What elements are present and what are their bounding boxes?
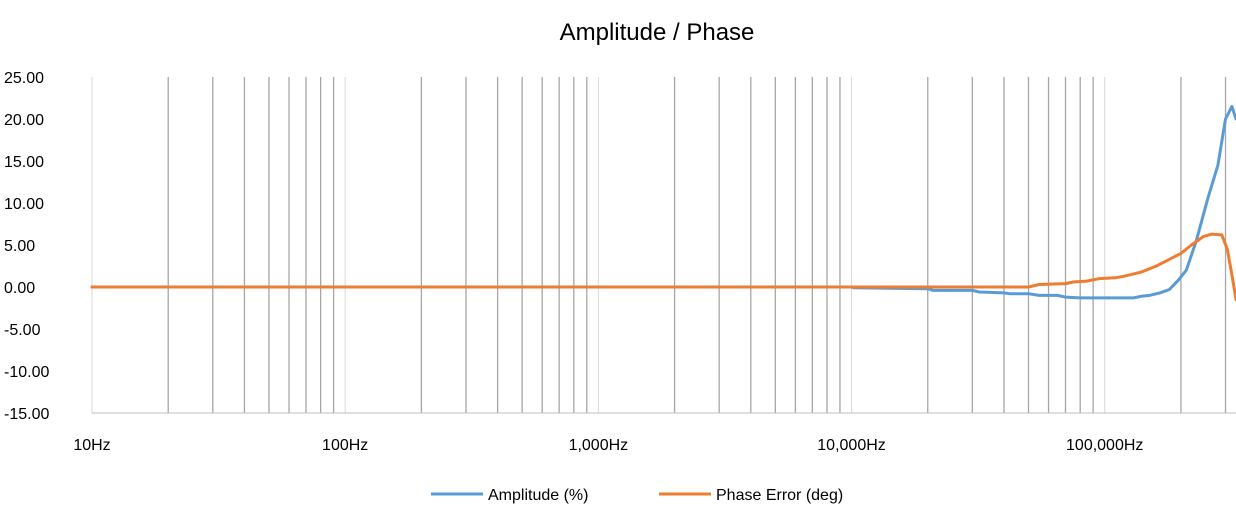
y-tick-label: 20.00 [4,112,44,129]
y-axis-ticks: 25.00 20.00 15.00 10.00 5.00 0.00 -5.00 -10.00 -… [4,70,49,423]
y-tick-label: 25.00 [4,70,44,87]
y-tick-label: -10.00 [4,364,49,381]
series-lines [90,104,1236,302]
x-axis-ticks: 10Hz 100Hz 1,000Hz 10,000Hz 100,000Hz [73,437,1143,454]
series-line-phase-error [90,232,1236,302]
x-tick-label: 10,000Hz [817,437,886,454]
y-tick-label: 0.00 [4,280,35,297]
y-tick-label: -15.00 [4,406,49,423]
series-line-amplitude [90,104,1236,300]
gridlines [91,77,1236,414]
x-tick-label: 100,000Hz [1066,437,1143,454]
legend-label: Amplitude (%) [488,487,588,504]
chart-title: Amplitude / Phase [560,19,755,46]
x-tick-label: 10Hz [73,437,110,454]
legend: Amplitude (%) Phase Error (deg) [431,487,843,504]
y-tick-label: 15.00 [4,154,44,171]
y-tick-label: 5.00 [4,238,35,255]
y-tick-label: 10.00 [4,196,44,213]
x-tick-label: 1,000Hz [569,437,629,454]
y-tick-label: -5.00 [4,322,41,339]
x-tick-label: 100Hz [322,437,368,454]
legend-label: Phase Error (deg) [716,487,843,504]
